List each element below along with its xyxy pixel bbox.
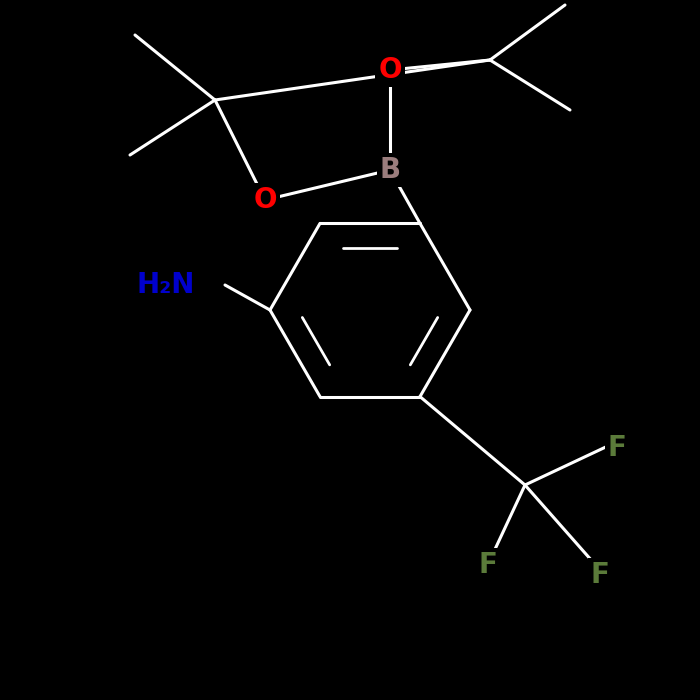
Text: F: F (591, 561, 610, 589)
Text: O: O (253, 186, 276, 214)
Text: B: B (379, 156, 400, 184)
Text: O: O (378, 56, 402, 84)
Text: H₂N: H₂N (136, 271, 195, 299)
Text: F: F (608, 434, 626, 462)
Text: F: F (479, 551, 498, 579)
